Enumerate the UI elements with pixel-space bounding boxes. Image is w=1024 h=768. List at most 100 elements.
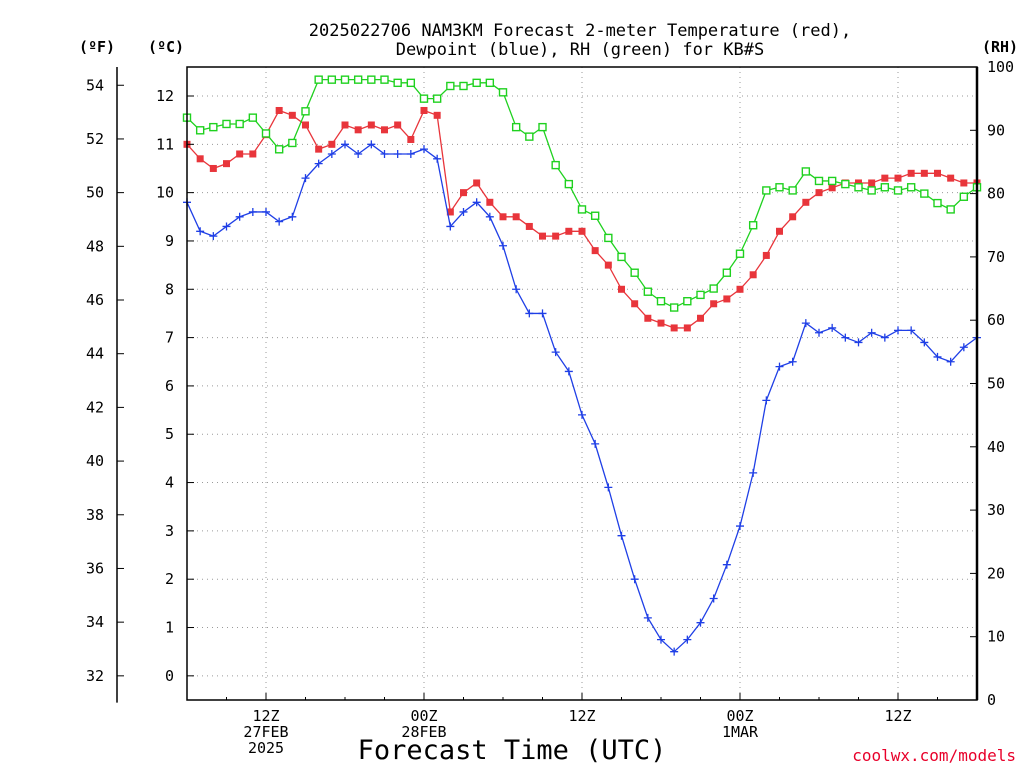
tick-label-rh: 30 (987, 501, 1005, 519)
series-dewpoint (183, 140, 981, 656)
point-dewpoint (578, 410, 586, 419)
point-rh (340, 75, 350, 84)
point-dewpoint (630, 575, 639, 584)
point-rh (617, 252, 626, 262)
point-temperature (670, 324, 678, 332)
point-rh (959, 192, 969, 201)
point-rh (353, 75, 363, 84)
tick-label-time: 2025 (248, 739, 284, 757)
point-dewpoint (209, 232, 218, 241)
point-rh (432, 94, 442, 103)
point-temperature (815, 189, 823, 197)
point-dewpoint (525, 309, 534, 318)
point-temperature (868, 179, 876, 187)
tick-label-celsius: 12 (156, 87, 174, 105)
point-rh (235, 119, 244, 129)
point-temperature (591, 247, 599, 255)
point-dewpoint (262, 207, 270, 216)
tick-label-celsius: 0 (165, 667, 174, 685)
point-temperature (736, 285, 744, 293)
point-temperature (657, 319, 665, 327)
point-dewpoint (920, 338, 929, 347)
point-rh (722, 268, 732, 277)
point-rh (709, 284, 718, 293)
point-temperature (710, 300, 718, 308)
chart-title-line-1: 2025022706 NAM3KM Forecast 2-meter Tempe… (309, 21, 851, 41)
point-temperature (789, 213, 797, 221)
point-temperature (618, 285, 625, 293)
point-temperature (802, 198, 810, 206)
point-dewpoint (275, 217, 284, 226)
point-temperature (934, 169, 941, 177)
point-temperature (420, 106, 428, 114)
point-rh (590, 211, 600, 220)
grid (187, 67, 977, 700)
point-rh (380, 75, 389, 84)
tick-label-fahrenheit: 36 (86, 559, 104, 577)
point-temperature (631, 300, 639, 308)
tick-label-fahrenheit: 32 (86, 667, 104, 685)
point-temperature (341, 121, 349, 129)
credit-label: coolwx.com/models (852, 746, 1016, 765)
point-rh (472, 78, 481, 88)
point-dewpoint (485, 212, 494, 221)
point-temperature (920, 169, 928, 177)
point-temperature (394, 121, 402, 129)
series-line-temperature (186, 109, 977, 329)
tick-label-fahrenheit: 54 (86, 76, 104, 94)
point-dewpoint (564, 367, 573, 376)
point-dewpoint (420, 145, 428, 154)
fahrenheit-unit-label: (ºF) (79, 38, 115, 56)
point-rh (906, 183, 916, 192)
series-temperature (183, 106, 981, 332)
point-rh (564, 179, 574, 189)
tick-label-rh: 90 (987, 121, 1005, 139)
point-rh (814, 176, 824, 186)
tick-label-rh: 0 (987, 691, 996, 709)
point-dewpoint (341, 140, 349, 149)
point-rh (248, 113, 258, 122)
point-rh (643, 287, 653, 296)
point-temperature (907, 169, 915, 177)
point-rh (577, 205, 587, 214)
tick-label-celsius: 9 (165, 232, 174, 250)
point-temperature (499, 213, 507, 221)
chart-title-line-2: Dewpoint (blue), RH (green) for KB#S (396, 40, 764, 60)
tick-label-time: 12Z (252, 707, 279, 725)
point-dewpoint (367, 140, 376, 149)
point-temperature (525, 222, 533, 230)
point-temperature (302, 121, 309, 129)
point-dewpoint (643, 613, 652, 622)
tick-label-fahrenheit: 40 (86, 452, 104, 470)
tick-label-celsius: 5 (165, 425, 174, 443)
point-dewpoint (841, 333, 850, 342)
point-dewpoint (894, 326, 902, 335)
point-rh (946, 205, 955, 214)
point-temperature (762, 251, 770, 259)
point-dewpoint (933, 352, 942, 361)
point-dewpoint (433, 154, 442, 163)
point-dewpoint (248, 207, 257, 216)
point-rh (827, 176, 837, 186)
point-dewpoint (854, 338, 863, 347)
point-dewpoint (828, 323, 837, 332)
point-rh (854, 183, 863, 192)
point-rh (485, 78, 495, 88)
point-dewpoint (196, 227, 205, 236)
point-temperature (749, 271, 757, 279)
tick-label-celsius: 4 (165, 474, 174, 492)
point-temperature (578, 227, 586, 235)
point-temperature (288, 111, 296, 119)
point-rh (222, 119, 231, 129)
point-dewpoint (380, 149, 389, 158)
point-dewpoint (472, 198, 481, 207)
tick-label-celsius: 11 (156, 135, 174, 153)
tick-label-time: 28FEB (401, 723, 446, 741)
tick-label-fahrenheit: 38 (86, 506, 104, 524)
point-rh (867, 186, 876, 195)
point-rh (406, 78, 416, 88)
point-rh (893, 186, 903, 195)
tick-label-celsius: 6 (165, 377, 174, 395)
point-temperature (249, 150, 257, 158)
